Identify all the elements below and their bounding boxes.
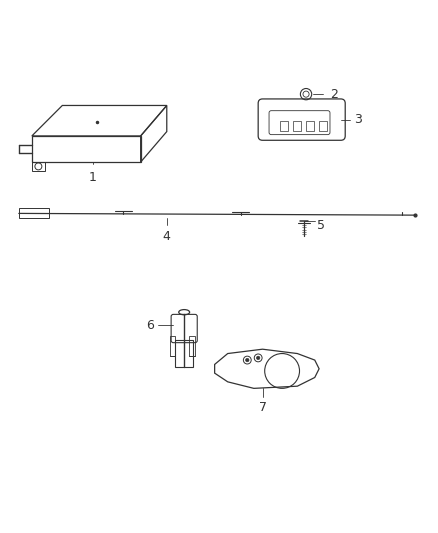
Bar xyxy=(170,336,176,356)
Bar xyxy=(319,121,327,131)
Bar xyxy=(189,336,194,356)
Text: 7: 7 xyxy=(258,401,266,415)
Circle shape xyxy=(246,358,249,362)
Text: 3: 3 xyxy=(354,114,362,126)
Text: 1: 1 xyxy=(89,171,97,184)
Circle shape xyxy=(256,356,260,360)
Text: 5: 5 xyxy=(317,219,325,232)
Text: 6: 6 xyxy=(146,319,154,332)
Text: 2: 2 xyxy=(330,87,338,101)
Bar xyxy=(176,341,193,367)
Text: 4: 4 xyxy=(163,230,171,243)
Bar xyxy=(19,208,49,218)
Bar xyxy=(293,121,301,131)
Bar xyxy=(280,121,288,131)
Bar xyxy=(306,121,314,131)
